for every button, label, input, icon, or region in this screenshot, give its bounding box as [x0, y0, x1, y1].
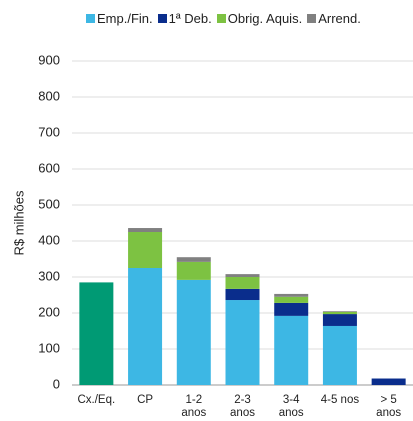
legend-swatch: [157, 14, 167, 23]
bar-segment: [176, 279, 211, 385]
bar-segment: [225, 288, 260, 301]
x-tick-label: 4-5 nos: [320, 394, 360, 406]
bar-segment: [176, 257, 211, 262]
legend-label: Emp./Fin.: [97, 11, 153, 26]
y-tick-label: 400: [38, 232, 60, 247]
legend-item: Obrig. Aquis.: [216, 11, 303, 26]
x-tick-label: 3-4 anos: [278, 394, 304, 419]
bar-segment: [176, 261, 211, 280]
x-tick-label: 1-2 anos: [181, 394, 207, 419]
legend-label: 1ª Deb.: [168, 11, 212, 26]
bar-segment: [371, 378, 406, 385]
legend-label: Arrend.: [318, 11, 361, 26]
x-tick-label: > 5 anos: [376, 394, 402, 419]
bar-segment: [128, 232, 163, 268]
y-axis-label: R$ milhões: [11, 190, 26, 256]
bar-segment: [128, 228, 163, 232]
y-tick-label: 800: [38, 88, 60, 103]
x-tick-label: CP: [137, 394, 154, 406]
bar-segment: [322, 311, 357, 312]
y-tick-label: 200: [38, 304, 60, 319]
y-tick-label: 600: [38, 160, 60, 175]
y-tick-label: 0: [53, 376, 60, 391]
bar-segment: [128, 268, 163, 385]
bar-segment: [225, 274, 260, 277]
legend-item: 1ª Deb.: [157, 11, 212, 26]
bar-segment: [322, 311, 357, 315]
legend-item: Arrend.: [307, 11, 361, 26]
legend-swatch: [216, 14, 226, 23]
bar-segment: [274, 296, 309, 303]
bar-segment: [274, 315, 309, 385]
y-tick-label: 500: [38, 196, 60, 211]
legend-item: Emp./Fin.: [86, 11, 153, 26]
y-tick-label: 300: [38, 268, 60, 283]
x-tick-label: Cx./Eq.: [77, 394, 116, 406]
x-tick-label: 2-3 anos: [230, 394, 255, 419]
legend: Emp./Fin. 1ª Deb. Obrig. Aquis. Arrend.: [86, 11, 361, 26]
bar-segment: [274, 302, 309, 316]
legend-swatch: [307, 14, 317, 23]
y-tick-label: 100: [38, 340, 60, 355]
legend-swatch: [86, 14, 95, 23]
bar-segment: [79, 282, 114, 385]
legend-label: Obrig. Aquis.: [227, 11, 303, 26]
bar-segment: [225, 300, 260, 385]
bar-segment: [322, 325, 357, 385]
y-tick-label: 900: [38, 52, 60, 67]
bar-segment: [322, 314, 357, 326]
bar-segment: [274, 293, 309, 297]
bar-segment: [225, 277, 260, 289]
y-tick-label: 700: [38, 124, 60, 139]
